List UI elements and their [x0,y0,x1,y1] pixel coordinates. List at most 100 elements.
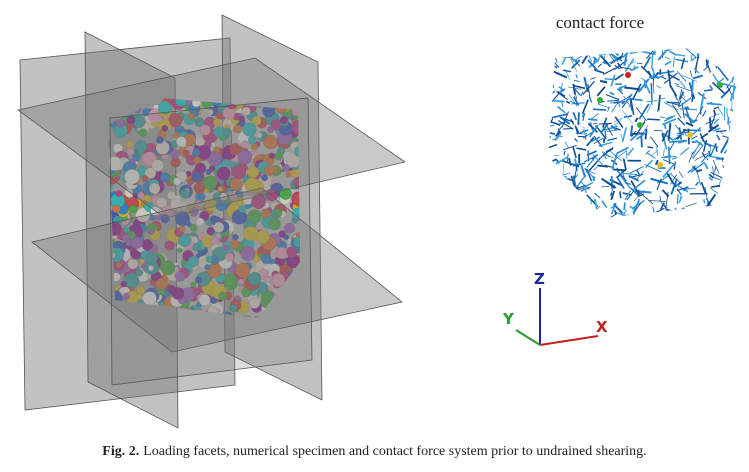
force-chain [644,128,648,140]
force-chain [652,87,655,94]
force-chain [733,142,738,150]
force-chain [614,73,624,81]
force-chain [704,162,709,170]
force-chain [568,157,572,166]
force-chain [690,53,693,62]
force-chain [710,184,721,188]
force-chain [548,122,550,131]
sphere [191,236,199,244]
sphere [187,255,200,268]
force-chain [607,106,610,112]
force-chain [610,190,616,201]
sphere [135,268,144,277]
x-label: X [596,318,608,336]
force-chain [601,200,608,209]
sphere [177,233,192,248]
force-chain [669,84,678,97]
force-chain [705,156,709,161]
force-chain [650,177,669,185]
force-chain [665,115,676,120]
force-chain [548,92,560,106]
sphere [282,164,290,172]
sphere [213,146,221,154]
force-chain [727,150,732,164]
force-chain [581,51,591,65]
force-chain [548,130,556,135]
force-chain [727,53,737,69]
force-chain [734,55,738,63]
force-chain [657,94,661,111]
force-chain [611,152,619,170]
sphere [293,176,300,190]
force-chain [548,84,552,88]
force-chain [598,52,609,56]
sphere [189,223,198,232]
force-chain [622,192,632,196]
force-chain [672,104,682,119]
force-chain [690,119,698,124]
force-chain [588,124,599,138]
sphere [195,217,205,226]
force-chain [548,125,552,129]
force-chain [548,79,549,87]
force-chain [562,144,577,151]
force-node [637,122,643,128]
force-chain [588,215,601,218]
force-chain [724,183,738,188]
force-chain [561,111,569,128]
force-chain [676,53,686,57]
sphere [261,174,269,182]
force-chain [571,102,585,105]
force-chain [729,136,737,141]
force-chain [554,174,563,187]
force-chain [656,74,664,80]
force-chain [558,174,567,179]
force-chain [548,51,551,55]
sphere [123,272,140,289]
force-chain [557,173,561,180]
force-chain [736,123,738,126]
force-chain [554,132,562,142]
force-chain [570,57,579,63]
force-chain [647,118,660,121]
force-chain [677,89,683,105]
sphere [283,234,290,240]
sphere [174,271,186,282]
force-chain [679,81,686,89]
sphere [158,100,172,115]
force-chain [610,124,617,131]
force-chain [628,174,640,182]
force-chain [637,193,645,198]
force-chain [736,154,738,159]
force-chain [725,86,732,95]
force-chain [562,197,569,203]
force-chain [702,140,708,152]
force-chain [736,61,738,67]
force-chain [711,81,726,95]
force-chain [676,188,682,196]
sphere [247,209,262,224]
force-chain [659,195,662,203]
force-chain [612,48,616,49]
force-chain [573,79,580,83]
sphere [126,147,135,156]
force-chain [705,205,721,215]
force-chain [708,117,712,131]
force-chain [604,125,618,132]
sphere [124,169,140,185]
sphere [213,221,225,233]
y-label: Y [502,310,515,328]
sphere [221,152,229,160]
force-chain [541,189,546,194]
force-chain [660,202,665,210]
force-chain [548,82,549,97]
force-chain [650,136,659,148]
force-chain [694,152,708,161]
figure: contact force Z X Y [17,13,738,429]
force-chain [689,70,693,78]
force-chain [651,67,656,77]
force-chain [544,149,547,161]
sphere [151,159,164,172]
sphere [194,117,205,128]
force-chain [709,146,712,154]
